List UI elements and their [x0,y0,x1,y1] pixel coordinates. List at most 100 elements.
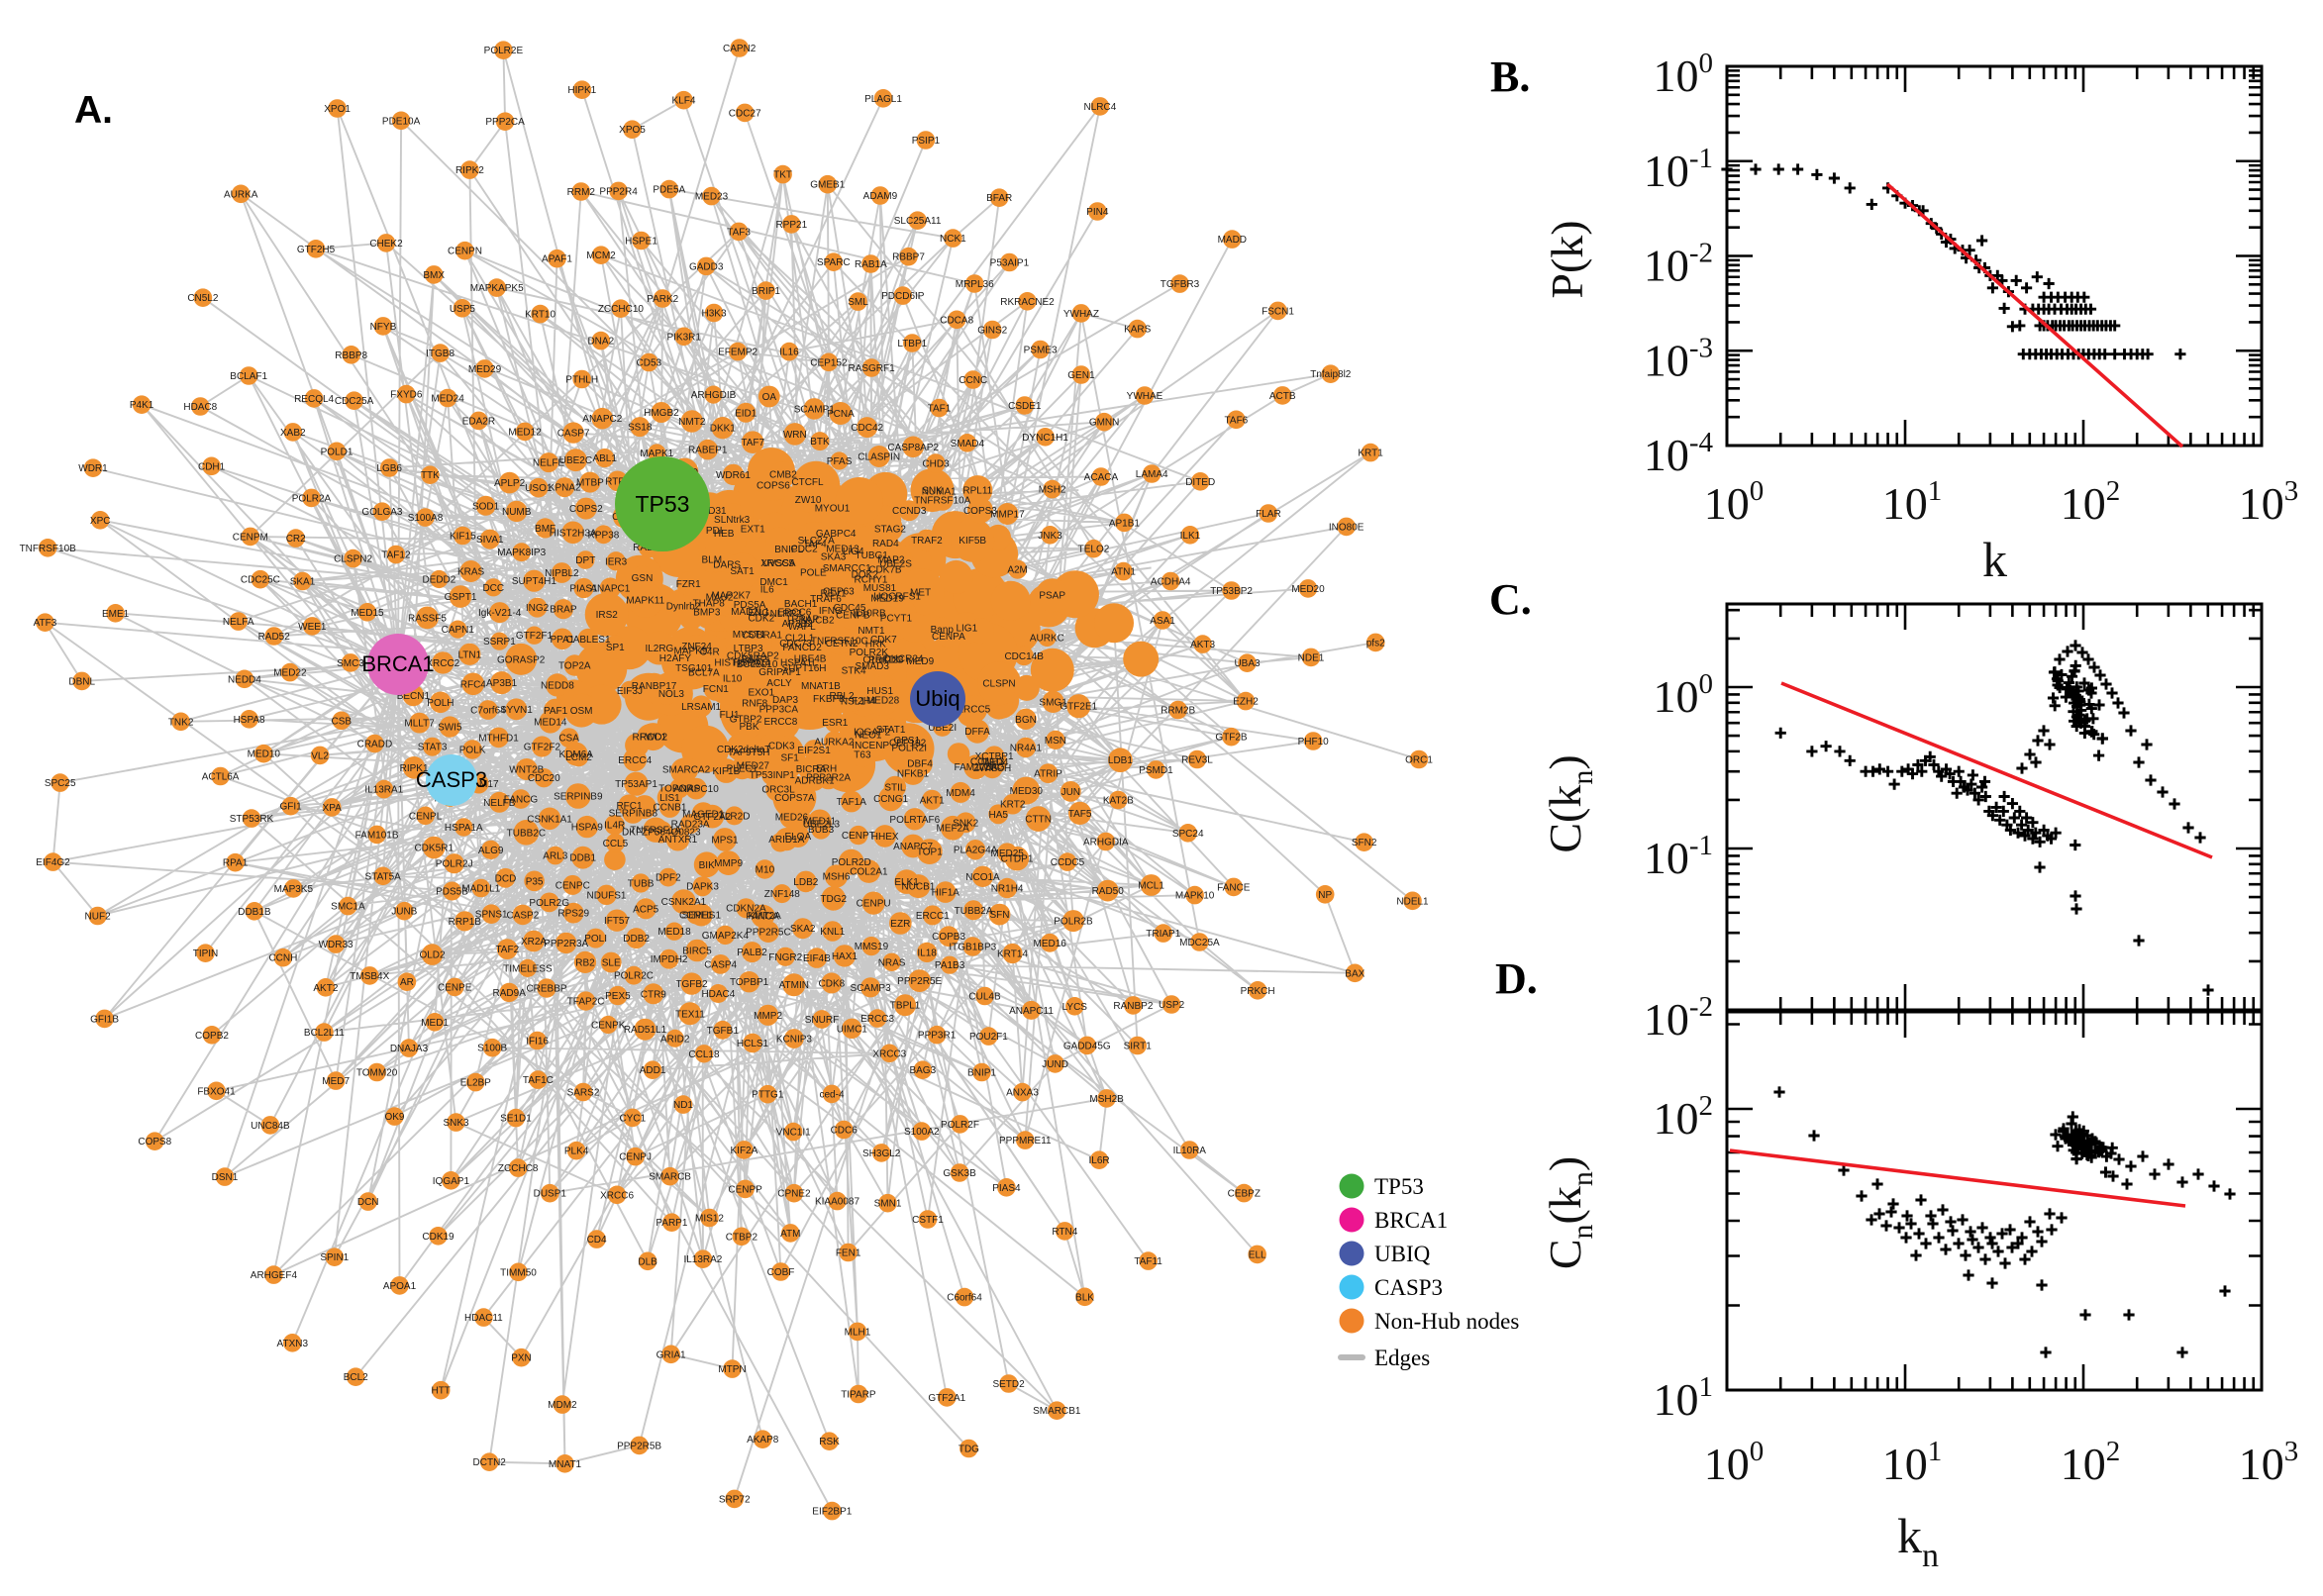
svg-text:GPS1: GPS1 [893,736,920,747]
svg-text:Banp: Banp [931,625,955,636]
svg-text:IL6R: IL6R [1089,1155,1110,1166]
svg-text:CCND3: CCND3 [892,506,927,517]
svg-text:BIRC5: BIRC5 [682,947,712,957]
svg-text:DAP3: DAP3 [772,695,799,706]
svg-text:HSPA14: HSPA14 [734,657,771,668]
svg-text:RNF8: RNF8 [742,699,768,710]
svg-text:SAT1: SAT1 [730,566,755,577]
svg-text:ANAPC1: ANAPC1 [590,584,630,595]
svg-text:RECQL4: RECQL4 [294,394,334,405]
svg-text:DARS: DARS [713,559,741,570]
svg-text:HIF1A: HIF1A [932,888,960,899]
svg-text:JNK3: JNK3 [1038,531,1062,542]
svg-text:CCL18: CCL18 [688,1049,720,1060]
svg-text:PIAS4: PIAS4 [992,1183,1021,1194]
svg-text:CCNB1: CCNB1 [654,803,687,814]
svg-text:TAF1A: TAF1A [837,797,867,808]
svg-text:ATXN3: ATXN3 [277,1339,309,1349]
svg-text:CENPP: CENPP [728,1184,762,1195]
svg-text:MCM2: MCM2 [586,250,616,261]
svg-text:DBF4: DBF4 [907,759,933,770]
svg-text:TAF1: TAF1 [928,404,952,415]
svg-text:STAT1: STAT1 [876,725,906,736]
svg-text:HEB: HEB [714,529,735,540]
svg-text:APLP2: APLP2 [494,478,526,489]
svg-text:USP5: USP5 [450,304,476,315]
svg-text:BLM: BLM [702,555,723,566]
svg-text:PPP3CA: PPP3CA [759,705,799,716]
svg-text:TRAF2: TRAF2 [911,536,943,547]
svg-text:PTHLH: PTHLH [565,375,598,386]
svg-text:SLNtrk3: SLNtrk3 [714,515,751,526]
svg-text:MAPK10: MAPK10 [1175,891,1215,902]
svg-text:HSPA1L: HSPA1L [780,657,818,668]
svg-text:RB2: RB2 [575,957,595,968]
svg-text:BAX: BAX [1345,968,1364,979]
svg-text:MCL1: MCL1 [1138,881,1164,892]
svg-text:RAD4: RAD4 [872,539,899,549]
svg-text:AP1B1: AP1B1 [1109,518,1141,529]
svg-text:BLK: BLK [1075,1292,1094,1303]
svg-text:ILK1: ILK1 [1180,531,1201,542]
svg-text:BFAR: BFAR [986,193,1012,204]
svg-text:CSNK1A1: CSNK1A1 [527,814,572,825]
svg-text:S100A2: S100A2 [904,1127,940,1138]
svg-text:POLR2K: POLR2K [850,648,889,658]
svg-text:RFC4: RFC4 [460,679,487,690]
svg-text:USO1: USO1 [525,483,553,494]
svg-text:TIMELESS: TIMELESS [503,963,553,974]
svg-text:NUF2: NUF2 [85,912,112,923]
svg-text:PRKCH: PRKCH [1241,986,1275,997]
svg-text:TMSB4X: TMSB4X [350,971,389,982]
svg-text:MED31: MED31 [693,506,727,517]
svg-text:GADD45G: GADD45G [1063,1041,1111,1051]
svg-text:NR4A1: NR4A1 [1010,743,1043,753]
svg-text:IL16: IL16 [779,348,799,358]
svg-text:RRM2: RRM2 [567,187,596,198]
svg-text:SMARCB: SMARCB [649,1172,691,1183]
svg-text:MED7: MED7 [322,1076,350,1087]
svg-text:SERPINB8: SERPINB8 [609,808,658,819]
svg-text:PSMD1: PSMD1 [1139,765,1173,776]
svg-text:EDA2R: EDA2R [462,416,495,427]
svg-text:POLR2I: POLR2I [891,744,927,754]
svg-text:PSIP1: PSIP1 [912,136,941,147]
svg-text:TAF11: TAF11 [1134,1256,1162,1267]
svg-text:CDC45: CDC45 [834,603,866,614]
svg-text:PFAS: PFAS [827,456,853,467]
svg-text:KAT2B: KAT2B [1103,796,1134,807]
svg-text:ADD1: ADD1 [640,1065,666,1076]
svg-text:PCYT1: PCYT1 [880,614,913,625]
svg-text:BRCA1: BRCA1 [1374,1208,1448,1233]
svg-text:MED9: MED9 [906,656,934,667]
svg-text:TEX11: TEX11 [675,1009,705,1020]
svg-text:WDR61: WDR61 [716,470,751,481]
svg-text:SNURF: SNURF [805,1015,839,1026]
svg-text:RASSF5: RASSF5 [408,613,447,624]
svg-text:COPB2: COPB2 [195,1031,229,1042]
svg-text:FKBP8: FKBP8 [813,694,845,705]
svg-text:GTF2E1: GTF2E1 [1060,702,1097,713]
svg-text:MLH1: MLH1 [845,1327,871,1338]
svg-text:BRCA1: BRCA1 [361,651,434,676]
svg-text:DMC1: DMC1 [759,577,788,588]
svg-text:KARS: KARS [1124,325,1152,336]
svg-text:TDG2: TDG2 [820,894,847,905]
svg-text:MAD1L1: MAD1L1 [461,884,500,895]
svg-text:DCN: DCN [357,1197,379,1208]
svg-text:POU2F1: POU2F1 [969,1032,1008,1043]
svg-text:PPP2R5C: PPP2R5C [746,928,791,939]
svg-text:NUMB: NUMB [502,507,532,518]
svg-text:MED27: MED27 [737,761,770,772]
svg-text:Edges: Edges [1374,1346,1430,1370]
svg-text:MAU2: MAU2 [706,592,734,603]
svg-text:C6orf64: C6orf64 [947,1293,982,1304]
svg-text:CDC14B: CDC14B [1004,651,1044,662]
svg-text:PDS5B: PDS5B [436,887,468,898]
svg-text:JUNB: JUNB [391,907,417,918]
svg-text:NEDD8: NEDD8 [541,681,574,692]
svg-text:PPP2R3A: PPP2R3A [544,939,588,949]
svg-text:pfs2: pfs2 [1366,638,1385,648]
svg-text:SSRP1: SSRP1 [483,637,516,648]
svg-text:VL2: VL2 [311,750,329,761]
